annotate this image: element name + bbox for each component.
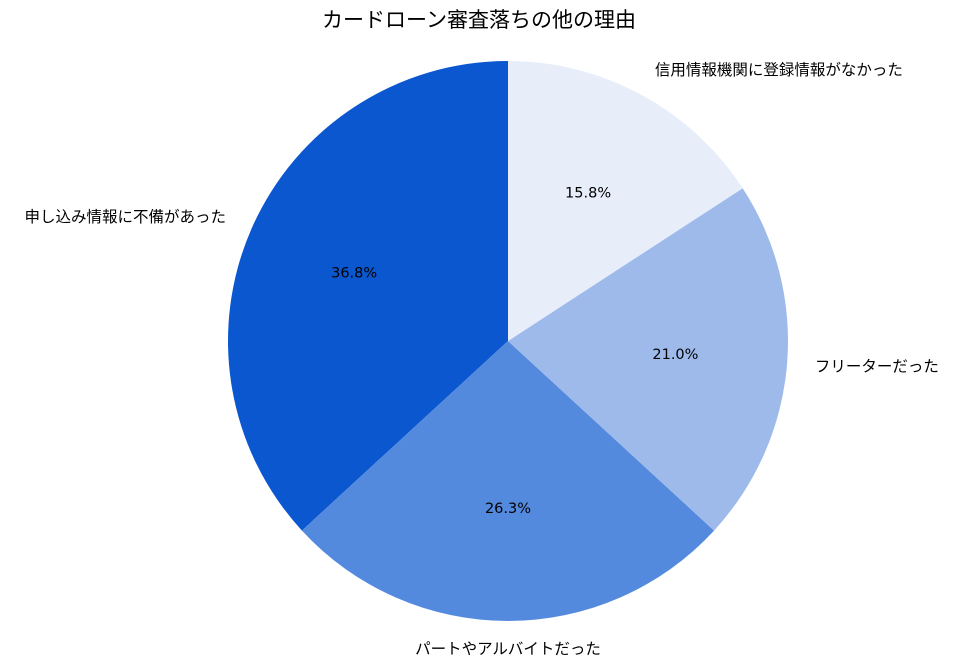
slice-percent-label-3: 15.8% <box>565 185 611 201</box>
slice-category-label-0: 申し込み情報に不備があった <box>24 208 226 226</box>
chart-title: カードローン審査落ちの他の理由 <box>322 8 636 32</box>
pie-slice-3 <box>508 61 743 341</box>
pie-slice-2 <box>508 188 789 531</box>
slice-percent-label-0: 36.8% <box>331 265 377 281</box>
slice-percent-label-1: 26.3% <box>485 501 531 517</box>
pie-slice-0 <box>228 61 508 531</box>
pie-slice-1 <box>301 341 715 621</box>
slice-category-label-1: パートやアルバイトだった <box>415 640 601 658</box>
slice-category-label-2: フリーターだった <box>815 358 939 376</box>
slice-percent-label-2: 21.0% <box>652 347 698 363</box>
slice-category-label-3: 信用情報機関に登録情報がなかった <box>655 61 903 79</box>
